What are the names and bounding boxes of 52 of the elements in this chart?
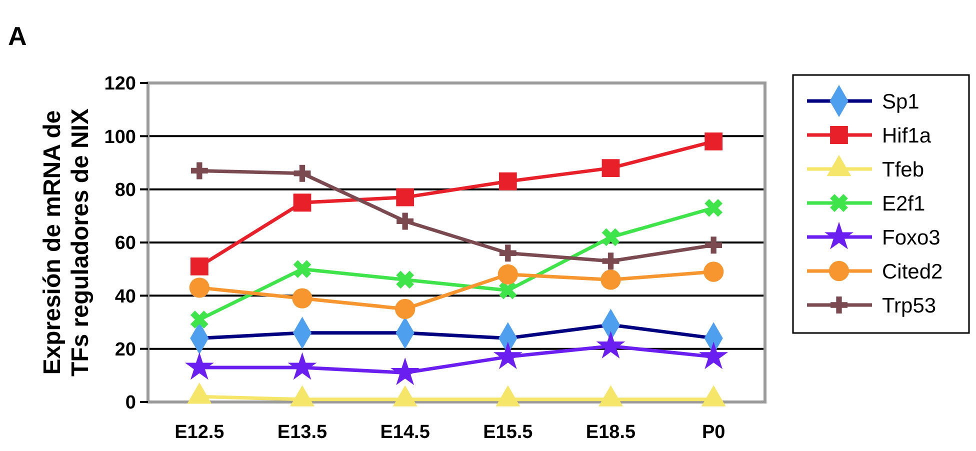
point — [699, 342, 728, 370]
point — [499, 244, 516, 262]
point — [189, 278, 210, 298]
point — [498, 281, 517, 300]
y-tick-label: 120 — [104, 74, 136, 95]
point — [190, 257, 208, 276]
point — [705, 236, 722, 254]
y-tick-label: 60 — [114, 233, 136, 254]
point — [596, 330, 626, 358]
y-tick-label: 100 — [104, 126, 136, 148]
x-tick-label: E18.5 — [586, 422, 636, 443]
point — [602, 228, 620, 246]
x-tick-label: P0 — [702, 422, 726, 443]
point — [190, 310, 208, 329]
y-tick-label: 40 — [114, 286, 136, 308]
legend-label: Foxo3 — [882, 226, 940, 250]
legend-label: Tfeb — [882, 158, 924, 182]
y-axis-title: Expresión de mRNA de TFs reguladores de NIX — [39, 108, 94, 377]
point — [294, 164, 311, 182]
x-tick-label: E13.5 — [277, 422, 328, 443]
x-tick-label: E15.5 — [483, 422, 534, 443]
y-tick-label: 20 — [114, 339, 136, 360]
legend-label: Trp53 — [882, 294, 936, 318]
point — [293, 194, 312, 212]
y-tick-label: 80 — [114, 180, 136, 201]
legend-label: Cited2 — [882, 260, 943, 284]
point — [288, 352, 317, 380]
point — [703, 262, 724, 282]
point — [602, 159, 620, 178]
point — [498, 264, 518, 284]
legend-label: E2f1 — [882, 192, 926, 216]
point — [396, 188, 414, 206]
legend-label: Sp1 — [882, 90, 920, 114]
point — [390, 358, 420, 386]
point — [190, 162, 208, 180]
point — [600, 270, 621, 290]
y-tick-label: 0 — [125, 392, 136, 414]
legend-label: Hif1a — [882, 124, 932, 148]
x-tick-label: E14.5 — [380, 422, 430, 443]
point — [498, 172, 517, 190]
point — [493, 342, 522, 370]
point — [704, 132, 723, 150]
point — [293, 260, 312, 278]
point — [394, 298, 416, 320]
point — [292, 288, 312, 308]
point — [602, 252, 620, 270]
point — [396, 270, 414, 289]
point — [704, 198, 723, 217]
x-tick-label: E12.5 — [174, 422, 225, 443]
point — [396, 212, 414, 230]
point — [184, 352, 214, 380]
chart-title: A — [8, 21, 27, 51]
